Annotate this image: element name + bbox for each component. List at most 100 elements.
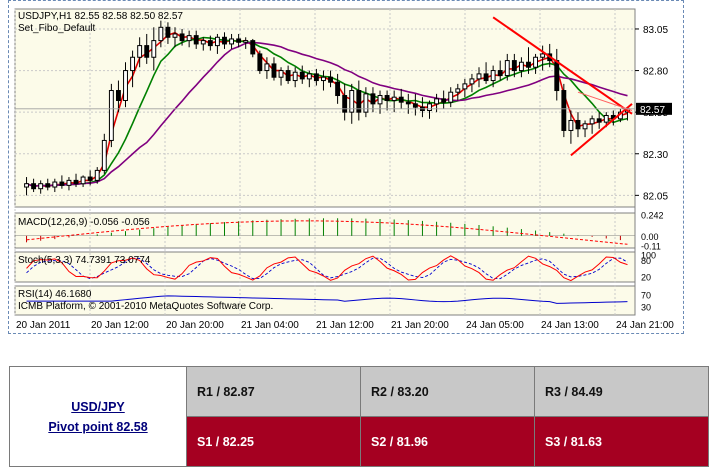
candle-body xyxy=(363,93,369,113)
candle-body xyxy=(349,90,355,113)
pivot-table: USD/JPY Pivot point 82.58 R1 / 82.87 R2 … xyxy=(9,366,709,467)
candle-body xyxy=(207,40,213,47)
candle-body xyxy=(313,73,319,82)
pair-label-cell: USD/JPY Pivot point 82.58 xyxy=(9,366,187,467)
candle-body xyxy=(321,76,326,82)
candle-body xyxy=(179,33,185,42)
candle-body xyxy=(603,114,609,123)
candle-body xyxy=(52,181,58,188)
rsi-label: RSI(14) 46.1680 xyxy=(18,289,92,300)
candle-body xyxy=(511,60,517,72)
channel-line xyxy=(577,91,633,111)
candle-body xyxy=(434,98,440,105)
time-tick-label: 20 Jan 2011 xyxy=(16,320,71,331)
candle-body xyxy=(568,119,574,131)
candle-body xyxy=(398,96,404,103)
support-2: S2 / 81.96 xyxy=(360,416,535,467)
stoch-signal-line xyxy=(26,257,628,280)
pair-label: USD/JPY xyxy=(71,399,125,414)
candle-body xyxy=(144,45,150,58)
stoch-tick-label: 100 xyxy=(641,251,656,261)
time-tick-label: 24 Jan 05:00 xyxy=(466,320,524,331)
time-tick-label: 20 Jan 20:00 xyxy=(166,320,224,331)
candle-body xyxy=(130,56,136,72)
stoch-label: Stoch(5,3,3) 74.7391 73.0774 xyxy=(18,255,151,266)
resistance-3: R3 / 84.49 xyxy=(534,366,709,417)
candle-body xyxy=(476,73,482,80)
rsi-tick-label: 70 xyxy=(641,291,651,301)
resistance-row: USD/JPY Pivot point 82.58 R1 / 82.87 R2 … xyxy=(9,366,709,467)
time-tick-label: 24 Jan 13:00 xyxy=(541,320,599,331)
macd-label: MACD(12,26,9) -0.056 -0.056 xyxy=(18,217,150,228)
candle-body xyxy=(66,179,72,186)
candle-body xyxy=(123,70,128,102)
candle-body xyxy=(370,93,376,105)
chart-frame xyxy=(8,0,684,334)
candle-body xyxy=(115,90,121,102)
candle-body xyxy=(236,38,242,43)
pivot-point-label: Pivot point 82.58 xyxy=(48,419,148,434)
candle-body xyxy=(589,118,595,125)
candle-body xyxy=(469,78,475,85)
candle-body xyxy=(243,40,249,43)
stoch-main-line xyxy=(26,255,628,282)
candle-body xyxy=(24,183,29,188)
candle-body xyxy=(38,183,44,190)
time-tick-label: 20 Jan 12:00 xyxy=(91,320,149,331)
time-tick-label: 21 Jan 20:00 xyxy=(391,320,449,331)
candle-body xyxy=(412,103,418,108)
candle-body xyxy=(31,183,37,190)
candle-body xyxy=(186,35,192,42)
candle-body xyxy=(540,53,546,58)
macd-signal-line xyxy=(26,220,628,245)
support-3: S3 / 81.63 xyxy=(534,416,709,467)
macd-tick-label: -0.11 xyxy=(641,241,661,251)
candle-body xyxy=(278,70,284,78)
current-price-label: 82.57 xyxy=(640,105,665,116)
candle-body xyxy=(462,83,468,90)
time-tick-label: 21 Jan 04:00 xyxy=(241,320,299,331)
price-tick-label: 82.80 xyxy=(643,67,668,78)
candle-body xyxy=(441,98,447,103)
candle-body xyxy=(292,71,298,82)
candle-body xyxy=(172,33,178,38)
indicator-label: Set_Fibo_Default xyxy=(18,23,95,34)
candle-body xyxy=(518,61,524,72)
candle-body xyxy=(271,63,277,78)
candle-body xyxy=(526,61,531,68)
candle-body xyxy=(94,169,100,181)
candle-body xyxy=(483,73,489,82)
candle-body xyxy=(59,181,65,186)
candle-body xyxy=(108,90,114,141)
candle-body xyxy=(455,88,461,93)
current-price-box xyxy=(636,102,672,115)
candle-body xyxy=(356,90,362,113)
moving-average-line xyxy=(26,41,628,188)
candle-body xyxy=(229,38,235,45)
candle-body xyxy=(335,81,341,97)
candle-body xyxy=(137,45,143,58)
lower-trend-line xyxy=(570,103,633,157)
candle-body xyxy=(490,70,496,82)
candle-body xyxy=(561,90,567,131)
copyright-label: ICMB Platform, © 2001-2010 MetaQuotes So… xyxy=(18,301,273,312)
candle-body xyxy=(582,123,588,130)
candle-body xyxy=(87,176,93,181)
time-tick-label: 24 Jan 21:00 xyxy=(616,320,674,331)
candle-body xyxy=(504,60,510,77)
candle-body xyxy=(200,40,206,45)
candle-body xyxy=(427,103,432,111)
candle-body xyxy=(377,95,383,105)
resistance-1: R1 / 82.87 xyxy=(186,366,361,417)
candle-body xyxy=(596,118,602,123)
candle-body xyxy=(384,95,390,102)
candle-body xyxy=(328,76,333,83)
price-tick-label: 82.05 xyxy=(643,191,668,202)
candle-body xyxy=(73,179,79,185)
candle-body xyxy=(299,71,305,80)
candle-body xyxy=(151,40,157,58)
price-tick-label: 83.05 xyxy=(643,25,668,36)
candle-body xyxy=(391,96,397,102)
candle-body xyxy=(575,119,581,130)
